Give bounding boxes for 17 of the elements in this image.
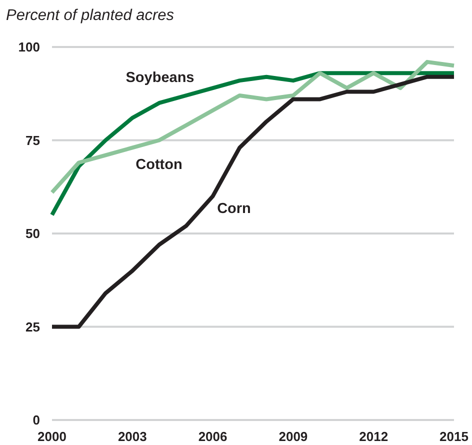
series-label: Soybeans (126, 70, 194, 86)
line-series (50, 60, 456, 194)
y-tick-label: 100 (18, 40, 40, 55)
x-tick-label: 2000 (38, 429, 66, 444)
y-tick-label: 75 (26, 132, 40, 148)
series-label: Cotton (136, 157, 182, 173)
y-tick-label: 50 (26, 226, 40, 242)
y-tick-label: 0 (32, 412, 40, 428)
chart-title: Percent of planted acres (6, 7, 174, 24)
x-tick-label: 2006 (198, 429, 228, 444)
line-series (50, 71, 456, 217)
x-tick-label: 2012 (359, 429, 388, 444)
x-tick-label: 2003 (118, 429, 147, 444)
x-tick-label: 2009 (278, 429, 308, 444)
y-tick-label: 25 (26, 319, 40, 334)
series-label: Corn (217, 201, 251, 217)
x-tick-label: 2015 (440, 429, 468, 444)
